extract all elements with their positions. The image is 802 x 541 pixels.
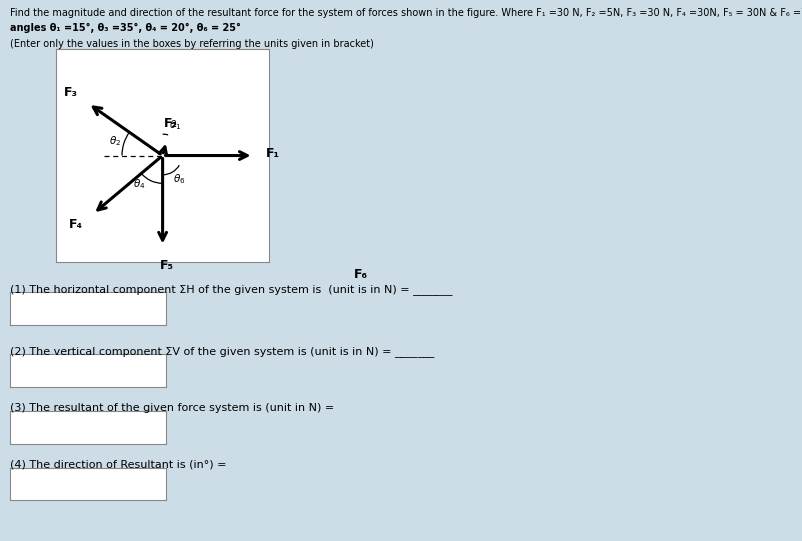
Text: F₃: F₃	[64, 86, 78, 99]
Text: (1) The horizontal component ΣH of the given system is  (unit is in N) = _______: (1) The horizontal component ΣH of the g…	[10, 284, 452, 295]
Text: (3) The resultant of the given force system is (unit in N) =: (3) The resultant of the given force sys…	[10, 403, 334, 413]
Text: (4) The direction of Resultant is (in°) =: (4) The direction of Resultant is (in°) …	[10, 460, 226, 470]
Text: (2) The vertical component ΣV of the given system is (unit is in N) = _______: (2) The vertical component ΣV of the giv…	[10, 346, 433, 357]
Text: angles θ₁ =15°, θ₃ =35°, θ₄ = 20°, θ₆ = 25°: angles θ₁ =15°, θ₃ =35°, θ₄ = 20°, θ₆ = …	[10, 23, 241, 33]
Text: F₅: F₅	[160, 259, 174, 272]
Text: F₁: F₁	[265, 147, 279, 160]
Text: $\theta_2$: $\theta_2$	[109, 134, 121, 148]
Text: $\theta_1$: $\theta_1$	[168, 118, 181, 131]
Text: F₄: F₄	[69, 218, 83, 231]
Text: Find the magnitude and direction of the resultant force for the system of forces: Find the magnitude and direction of the …	[10, 8, 802, 18]
Text: F₆: F₆	[354, 268, 367, 281]
Text: F₂: F₂	[164, 117, 177, 130]
Text: (Enter only the values in the boxes by referring the units given in bracket): (Enter only the values in the boxes by r…	[10, 39, 373, 49]
Text: $\theta_6$: $\theta_6$	[173, 172, 185, 186]
Text: $\theta_4$: $\theta_4$	[132, 177, 145, 192]
